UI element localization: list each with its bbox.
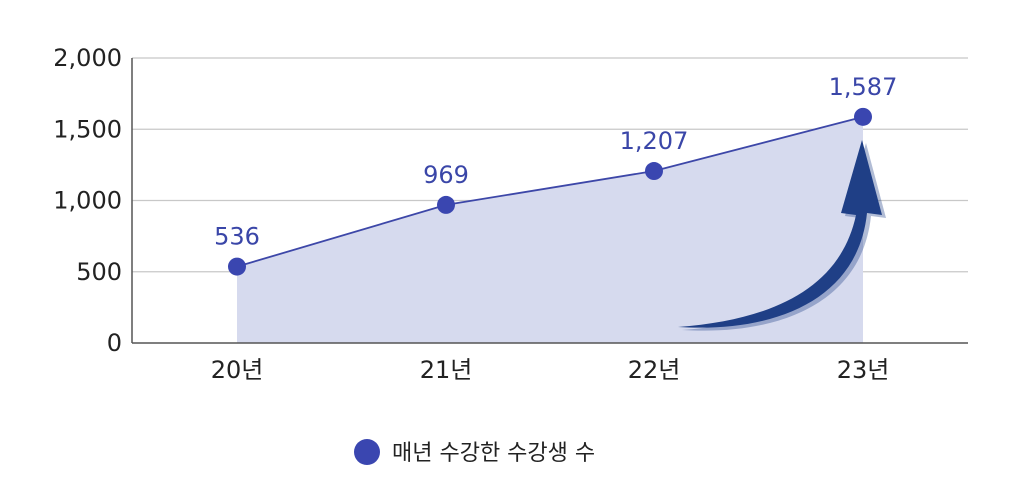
- y-tick-label: 1,000: [53, 187, 122, 215]
- legend-label: 매년 수강한 수강생 수: [392, 441, 595, 466]
- data-label: 536: [214, 223, 260, 251]
- area-fill-layer: [237, 116, 863, 343]
- data-markers: [228, 107, 872, 276]
- y-tick-label: 500: [76, 258, 122, 286]
- x-tick-label: 23년: [837, 356, 890, 384]
- y-tick-label: 1,500: [53, 115, 122, 143]
- data-labels: 536 969 1,207 1,587: [214, 73, 897, 251]
- growth-arrow: [678, 140, 886, 331]
- area-fill: [237, 116, 863, 343]
- data-point: [854, 107, 872, 126]
- data-label: 1,587: [829, 73, 898, 101]
- x-tick-label: 21년: [420, 356, 473, 384]
- data-label: 969: [423, 161, 469, 189]
- y-tick-label: 2,000: [53, 44, 122, 72]
- x-tick-label: 20년: [211, 356, 264, 384]
- series-line-layer: [236, 115, 864, 268]
- x-tick-label: 22년: [628, 356, 681, 384]
- data-point: [437, 195, 455, 214]
- axes: [131, 58, 968, 344]
- data-point: [645, 162, 663, 181]
- legend: 매년 수강한 수강생 수: [354, 439, 595, 466]
- y-tick-label: 0: [107, 329, 122, 357]
- arrow-shadow: [682, 143, 886, 331]
- series-line: [236, 115, 864, 268]
- arrow-shape: [678, 140, 882, 328]
- y-tick-labels: 0 500 1,000 1,500 2,000: [53, 44, 122, 357]
- x-tick-labels: 20년 21년 22년 23년: [211, 356, 890, 384]
- data-label: 1,207: [620, 127, 689, 155]
- legend-swatch: [354, 439, 380, 465]
- data-point: [228, 257, 246, 276]
